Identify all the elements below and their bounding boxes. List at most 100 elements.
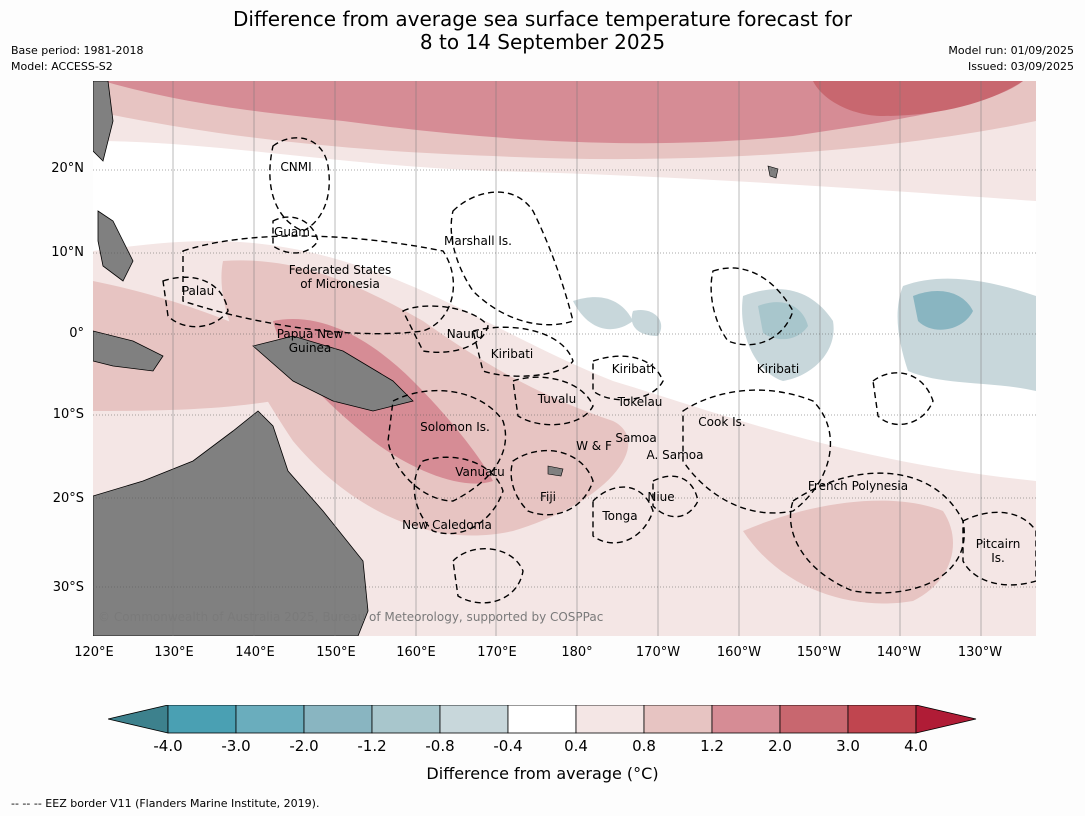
longitude-label: 140°W (876, 645, 922, 660)
region-label: Tonga (602, 509, 638, 523)
longitude-label: 120°E (74, 645, 114, 660)
hawaii-land (767, 165, 779, 179)
anomaly-east-south (743, 500, 953, 604)
region-label: French Polynesia (807, 479, 909, 493)
region-label: Cook Is. (698, 415, 746, 429)
colorbar-tick-label: 1.2 (700, 737, 724, 755)
colorbar-tick-label: -3.0 (221, 737, 251, 755)
eez-footnote: -- -- -- EEZ border V11 (Flanders Marine… (11, 797, 320, 810)
region-label: Fiji (539, 490, 557, 504)
region-label: Niue (647, 490, 675, 504)
australia-land (93, 410, 369, 636)
longitude-label: 160°W (716, 645, 762, 660)
colorbar-title: Difference from average (°C) (426, 764, 659, 783)
region-label: Kiribati (756, 362, 800, 376)
colorbar-tick-label: 4.0 (904, 737, 928, 755)
region-label: Samoa (615, 431, 657, 445)
region-label: Solomon Is. (420, 420, 490, 434)
colorbar-tick-label: 2.0 (768, 737, 792, 755)
colorbar-segment (575, 705, 645, 734)
longitude-label: 130°E (154, 645, 194, 660)
grid-lines (172, 81, 982, 636)
region-label: Tuvalu (537, 392, 577, 406)
anomaly-band-high (103, 81, 1023, 144)
colorbar-tick-label: -1.2 (357, 737, 387, 755)
eez-borders (162, 137, 1036, 604)
longitude-label: 150°E (316, 645, 356, 660)
base-period: Base period: 1981-2018 (11, 44, 144, 57)
colorbar-tick-label: -0.4 (493, 737, 523, 755)
region-label: Pitcairn Is. (975, 537, 1021, 565)
region-label: Federated States of Micronesia (288, 263, 392, 291)
region-label: New Caledonia (402, 518, 492, 532)
lat-grid-lines (93, 169, 1036, 588)
colorbar-segment (235, 705, 305, 734)
region-label: A. Samoa (646, 448, 704, 462)
latitude-label: 0° (69, 326, 84, 341)
latitude-label: 20°S (52, 491, 84, 506)
latitude-label: 10°N (51, 245, 84, 260)
region-label: CNMI (280, 160, 312, 174)
longitude-label: 170°W (635, 645, 681, 660)
meta-left: Base period: 1981-2018 Model: ACCESS-S2 (11, 43, 143, 75)
map-canvas (93, 81, 1036, 636)
philippines-land (97, 210, 134, 282)
model-run: Model run: 01/09/2025 (948, 44, 1074, 57)
copyright-notice: © Commonwealth of Australia 2025, Bureau… (98, 610, 604, 624)
colorbar-tick-label: 0.4 (564, 737, 588, 755)
indonesia-land (93, 330, 164, 372)
longitude-label: 130°W (957, 645, 1003, 660)
latitude-label: 10°S (52, 407, 84, 422)
colorbar-segment (711, 705, 781, 734)
fiji-land (547, 465, 564, 477)
colorbar-segment (507, 705, 577, 734)
anomaly-band-peak (813, 81, 1023, 116)
colorbar (108, 705, 977, 734)
longitude-label: 170°E (477, 645, 517, 660)
colorbar-extend-high (915, 705, 977, 734)
issued-date: Issued: 03/09/2025 (967, 60, 1074, 73)
title-line-1: Difference from average sea surface temp… (232, 7, 852, 31)
sst-anomaly-map (93, 81, 1036, 636)
region-label: Marshall Is. (444, 234, 512, 248)
colorbar-tick-label: -0.8 (425, 737, 455, 755)
longitude-label: 150°W (796, 645, 842, 660)
region-label: Guam (274, 225, 310, 239)
colorbar-segment (303, 705, 373, 734)
model-name: Model: ACCESS-S2 (11, 60, 113, 73)
colorbar-tick-label: -2.0 (289, 737, 319, 755)
cool-anomaly-1-inner (758, 302, 808, 340)
title-line-2: 8 to 14 September 2025 (419, 30, 666, 54)
latitude-label: 30°S (52, 580, 84, 595)
colorbar-tick-label: -4.0 (153, 737, 183, 755)
region-label: Nauru (446, 327, 484, 341)
asia-land (93, 81, 114, 162)
colorbar-segment (371, 705, 441, 734)
region-label: Kiribati (611, 362, 655, 376)
cool-anomaly-3 (573, 297, 633, 330)
cool-anomaly-4 (631, 310, 662, 336)
region-label: Tokelau (617, 395, 663, 409)
colorbar-extend-low (108, 705, 169, 734)
region-label: W & F (576, 439, 612, 453)
colorbar-segment (779, 705, 849, 734)
map-title: Difference from average sea surface temp… (0, 8, 1085, 54)
colorbar-tick-label: 3.0 (836, 737, 860, 755)
colorbar-segment (643, 705, 713, 734)
region-label: Papua New Guinea (276, 327, 344, 355)
longitude-label: 160°E (396, 645, 436, 660)
cool-anomaly-2-inner (913, 291, 973, 330)
colorbar-tick-label: 0.8 (632, 737, 656, 755)
colorbar-segment (167, 705, 237, 734)
meta-right: Model run: 01/09/2025 Issued: 03/09/2025 (948, 43, 1074, 75)
colorbar-segment (439, 705, 509, 734)
colorbar-segment (847, 705, 917, 734)
region-label: Kiribati (490, 347, 534, 361)
new-guinea-land (252, 335, 414, 412)
anomaly-indonesia (93, 281, 273, 411)
region-label: Palau (181, 284, 215, 298)
longitude-label: 140°E (235, 645, 275, 660)
latitude-label: 20°N (51, 161, 84, 176)
region-label: Vanuatu (455, 465, 505, 479)
longitude-label: 180° (561, 645, 593, 660)
